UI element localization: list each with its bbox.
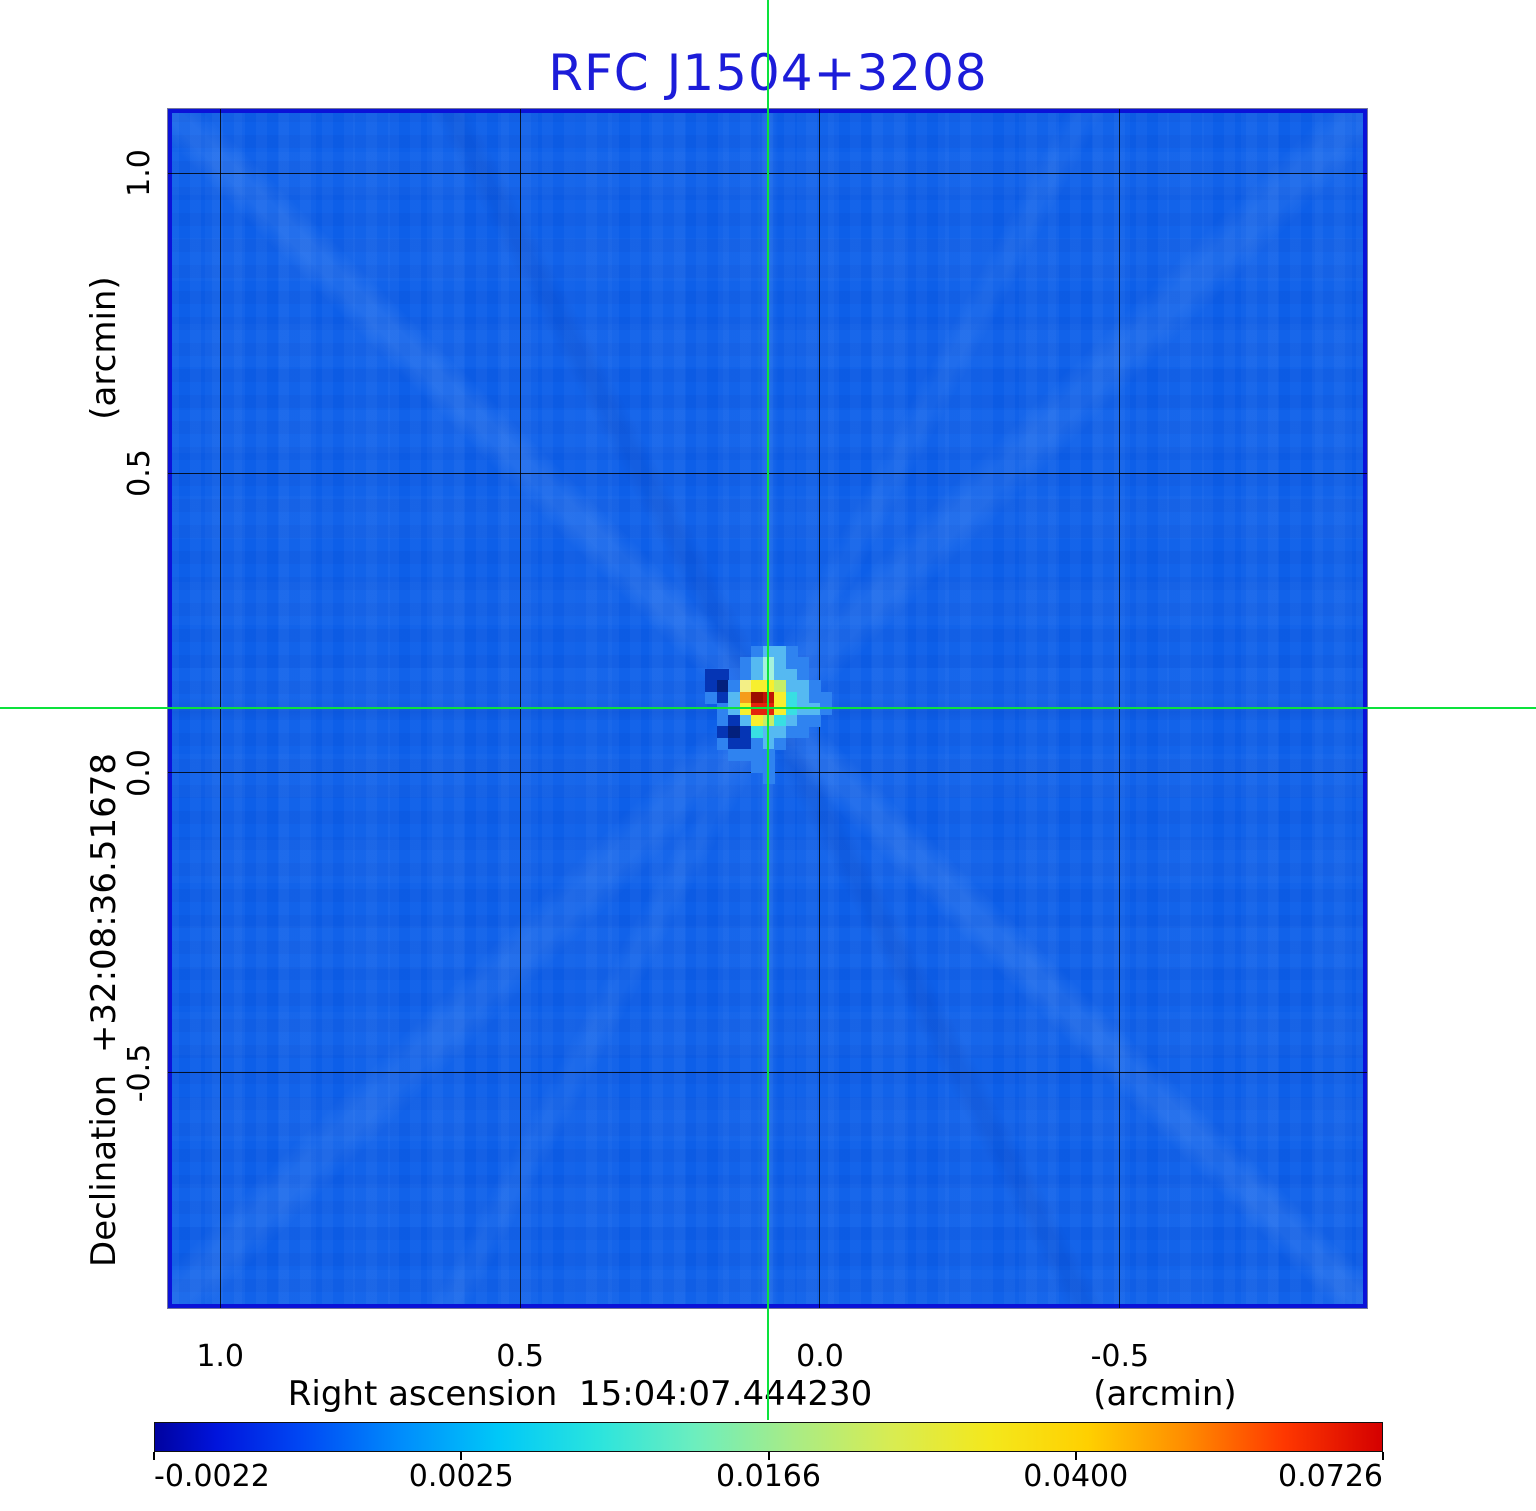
map-pixel (751, 749, 764, 761)
map-pixel (785, 668, 798, 681)
map-pixel (774, 680, 787, 692)
map-pixel (739, 726, 752, 738)
map-pixel (716, 714, 729, 727)
map-pixel (705, 668, 718, 681)
map-pixel (751, 691, 764, 704)
map-pixel (808, 691, 821, 704)
map-pixel (785, 714, 798, 727)
colorbar-tick-label: 0.0025 (408, 1459, 514, 1494)
map-pixel (751, 668, 764, 681)
map-pixel (808, 680, 821, 692)
map-pixel (808, 714, 821, 727)
map-pixel (774, 691, 787, 704)
x-tick-label: 0.5 (496, 1339, 544, 1374)
map-pixel (751, 680, 764, 692)
y-tick-label: 0.5 (122, 449, 157, 497)
map-pixel (739, 749, 752, 761)
map-pixel (774, 645, 787, 658)
map-pixel (728, 737, 741, 750)
map-pixel (716, 680, 729, 692)
map-pixel (728, 749, 741, 761)
map-pixel (797, 714, 810, 727)
y-tick-label: 0.0 (122, 749, 157, 797)
map-pixel (774, 714, 787, 727)
map-pixel (797, 668, 810, 681)
map-pixel (751, 737, 764, 750)
x-tick-label: -0.5 (1090, 1339, 1150, 1374)
colorbar-tick (1382, 1452, 1384, 1460)
y-tick-label: -0.5 (122, 1043, 157, 1103)
y-tick-label: 1.0 (122, 149, 157, 198)
map-pixel (820, 691, 833, 704)
colorbar-tick (460, 1452, 463, 1460)
map-pixel (785, 680, 798, 692)
map-pixel (751, 760, 764, 773)
map-pixel (774, 726, 787, 738)
map-pixel (785, 726, 798, 738)
y-axis-unit-label: (arcmin) (84, 276, 124, 420)
map-pixel (728, 726, 741, 738)
colorbar-tick (767, 1452, 770, 1460)
map-pixel (739, 657, 752, 670)
colorbar-gradient (154, 1422, 1383, 1452)
map-pixel (785, 657, 798, 670)
map-pixel (728, 691, 741, 704)
map-pixel (716, 668, 729, 681)
map-pixel (739, 691, 752, 704)
map-pixel (716, 737, 729, 750)
map-pixel (751, 657, 764, 670)
map-pixel (728, 680, 741, 692)
map-pixel (797, 726, 810, 738)
x-tick-label: 1.0 (196, 1339, 245, 1374)
map-pixel (751, 726, 764, 738)
map-pixel (705, 680, 718, 692)
map-pixel (739, 714, 752, 727)
map-pixel (716, 726, 729, 738)
map-pixel (797, 691, 810, 704)
x-axis-title: Right ascension 15:04:07.444230 (287, 1374, 873, 1414)
map-pixel (797, 657, 810, 670)
map-pixel (751, 645, 764, 658)
map-pixel (716, 691, 729, 704)
colorbar-tick-label: 0.0166 (716, 1459, 821, 1494)
map-pixel (774, 737, 787, 750)
map-pixel (774, 668, 787, 681)
x-axis-unit-label: (arcmin) (1093, 1374, 1237, 1414)
colorbar-tick-label: -0.0022 (154, 1459, 270, 1494)
map-pixel (728, 714, 741, 727)
x-tick-label: 0.0 (796, 1339, 844, 1374)
y-axis-title: Declination +32:08:36.51678 (84, 753, 124, 1267)
colorbar-tick (1074, 1452, 1077, 1460)
map-pixel (774, 657, 787, 670)
map-pixel (739, 680, 752, 692)
map-pixel (705, 691, 718, 704)
map-pixel (797, 680, 810, 692)
map-pixel (751, 714, 764, 727)
map-pixel (739, 737, 752, 750)
map-pixel (785, 645, 798, 658)
colorbar-tick-label: 0.0400 (1023, 1459, 1129, 1494)
colorbar-tick (153, 1452, 155, 1460)
map-pixel (739, 668, 752, 681)
map-pixel (785, 691, 798, 704)
colorbar-tick-label: 0.0726 (1278, 1459, 1383, 1494)
crosshair-vertical-line (766, 0, 769, 1420)
